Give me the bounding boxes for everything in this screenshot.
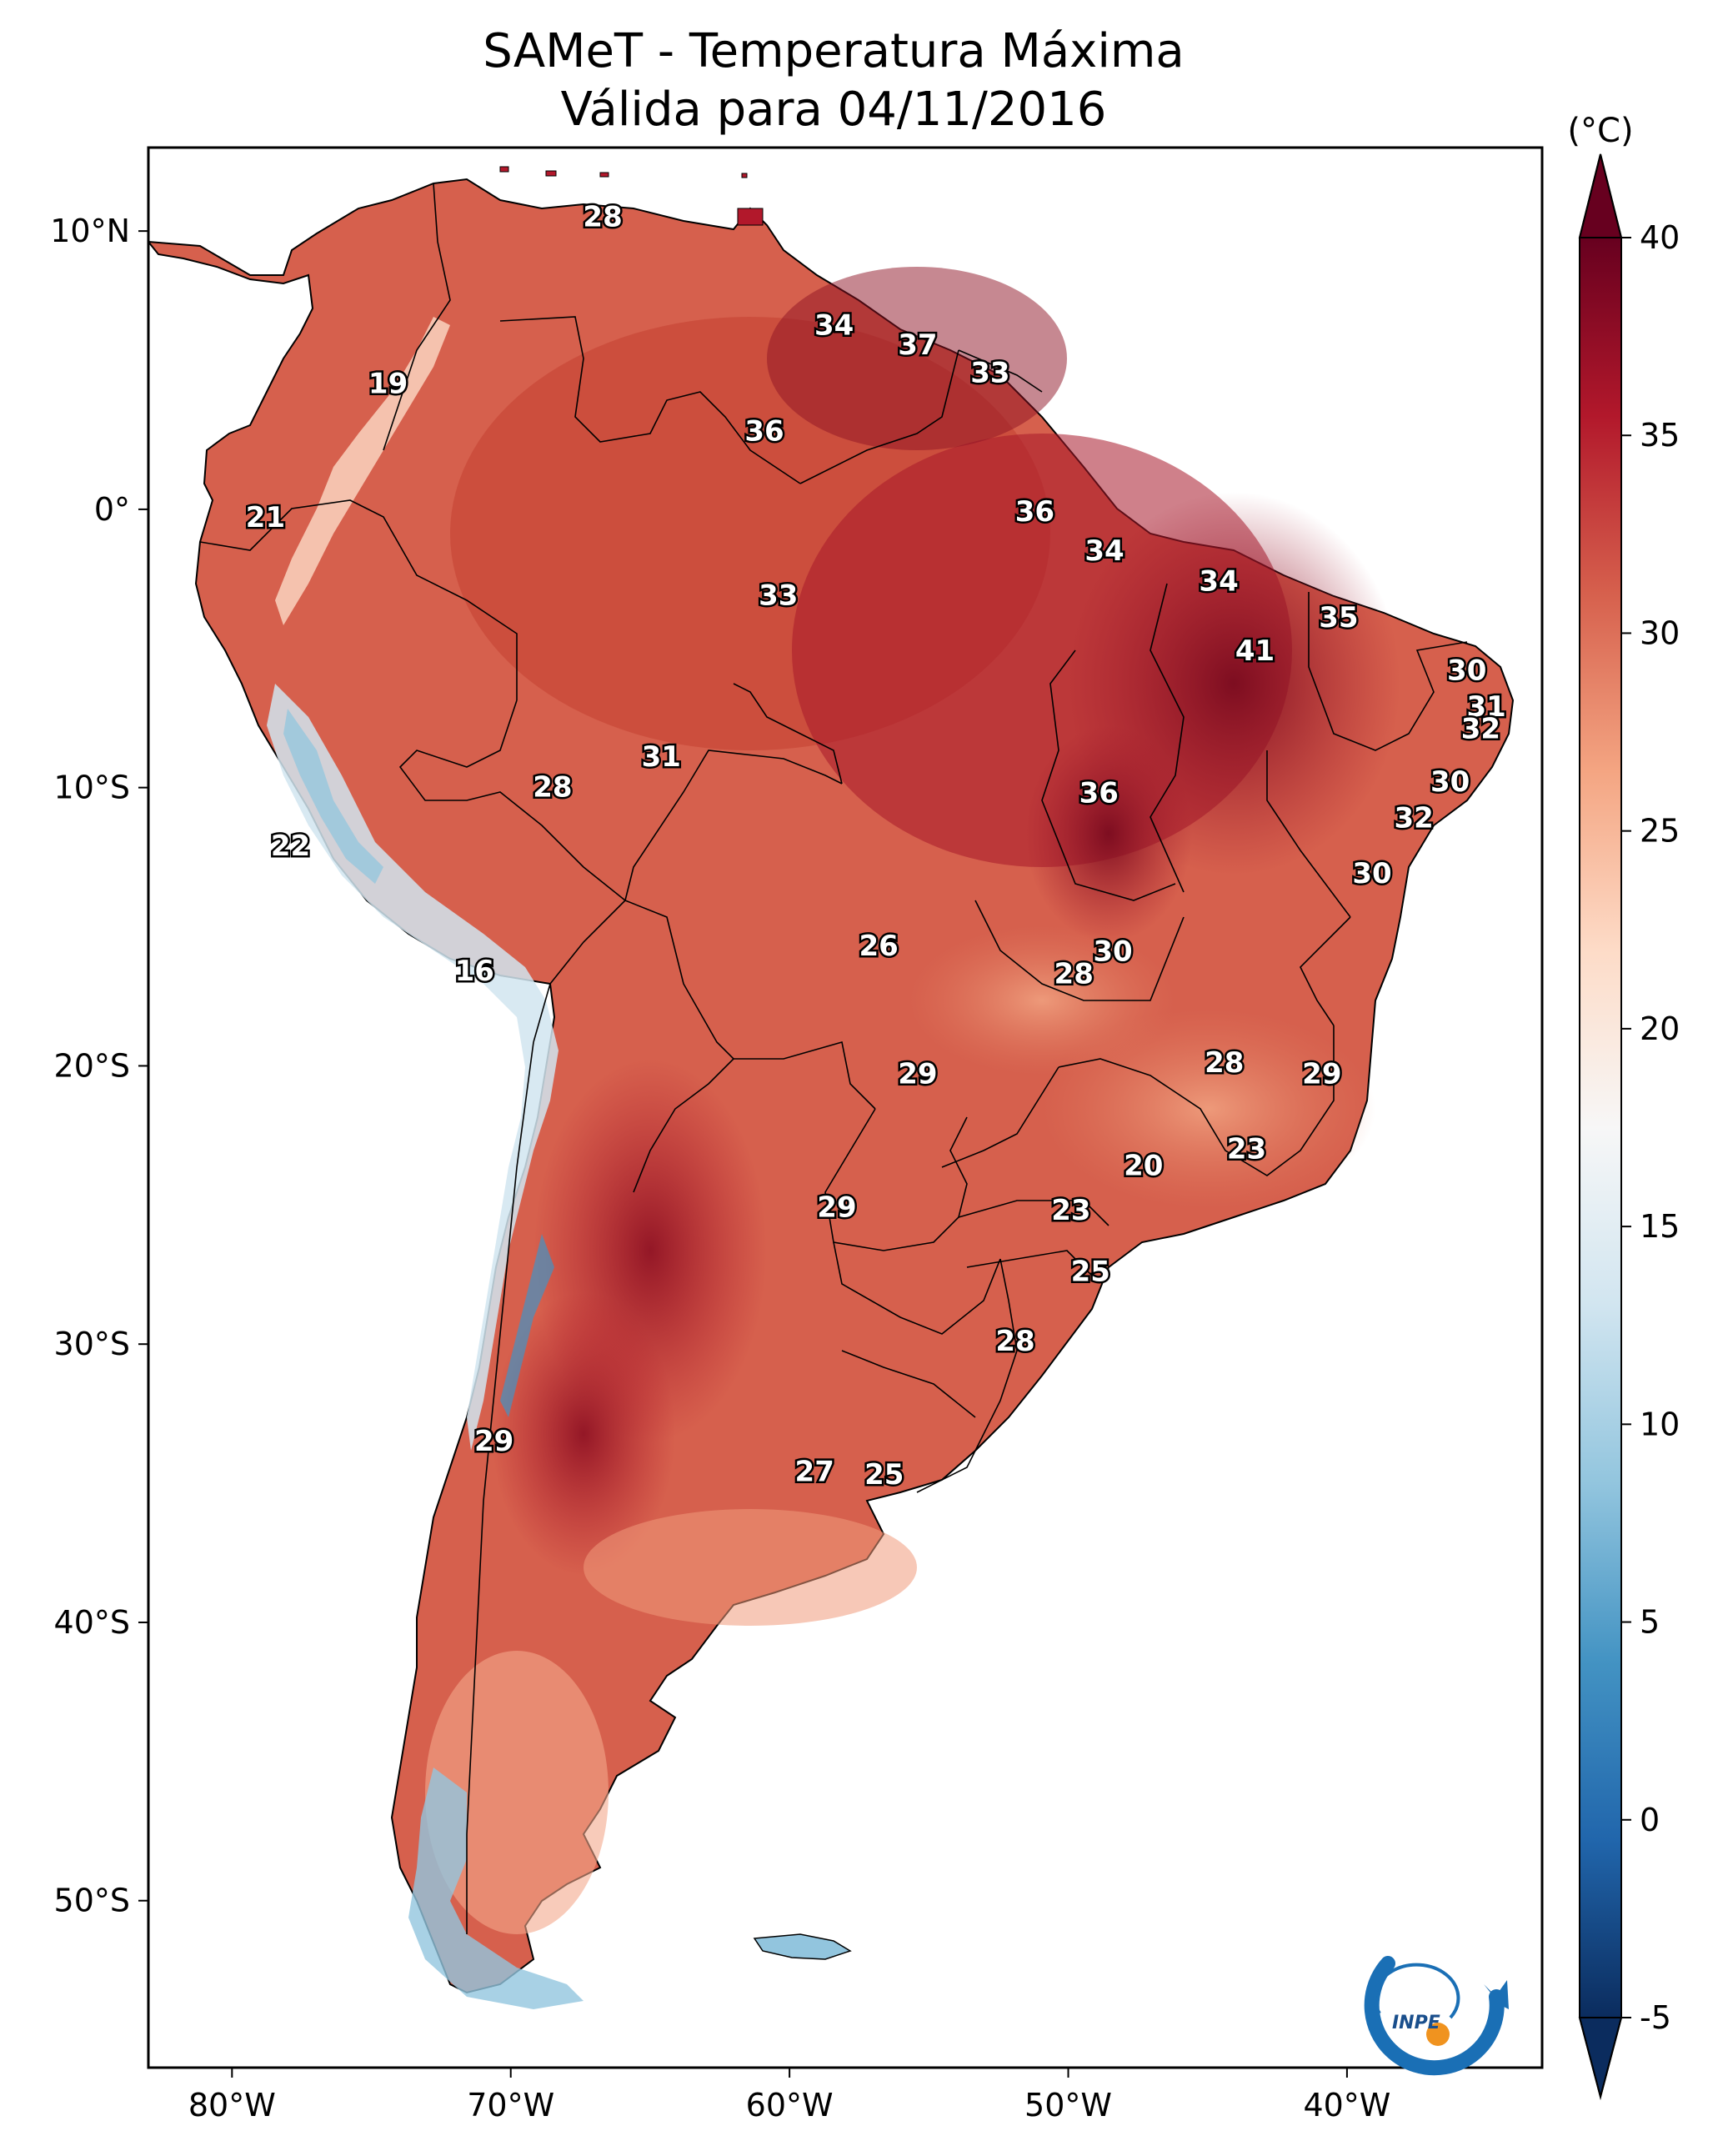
- lon-tick-label: 60°W: [746, 2087, 834, 2123]
- temperature-label: 23: [1227, 1133, 1266, 1166]
- colorbar-max-extension: [1578, 153, 1623, 238]
- longitude-axis: 80°W 70°W 60°W 50°W 40°W: [188, 2068, 1390, 2123]
- colorbar-tick-label: -5: [1640, 1999, 1671, 2036]
- patagonia-cold: [408, 1767, 584, 2009]
- map-title-line1: SAMeT - Temperatura Máxima: [483, 24, 1185, 78]
- colorbar: (°C) 40 35 30 25 20 15 10 5 0 -5: [1567, 112, 1680, 2100]
- temperature-label: 28: [1205, 1046, 1244, 1080]
- colorbar-tick-label: 0: [1640, 1802, 1660, 1838]
- temperature-label: 26: [859, 930, 898, 963]
- temperature-label: 34: [1199, 565, 1238, 599]
- lon-tick-label: 70°W: [467, 2087, 554, 2123]
- colorbar-tick-label: 30: [1640, 614, 1680, 651]
- colorbar-gradient: [1580, 238, 1621, 2018]
- colorbar-tick-label: 25: [1640, 813, 1680, 850]
- colorbar-tick-label: 35: [1640, 417, 1680, 454]
- colorbar-ticks: 40 35 30 25 20 15 10 5 0 -5: [1621, 219, 1680, 2036]
- temperature-label: 36: [1015, 495, 1054, 529]
- temperature-label: 25: [864, 1458, 904, 1492]
- colombia-andes-cool: [275, 317, 450, 625]
- lat-tick-label: 20°S: [54, 1047, 130, 1084]
- lat-tick-label: 10°S: [54, 770, 130, 806]
- inpe-logo-sun: [1426, 2023, 1450, 2046]
- temperature-label: 23: [1051, 1194, 1090, 1227]
- lat-tick-label: 0°: [94, 491, 130, 528]
- temperature-label: 28: [533, 771, 572, 805]
- lon-tick-label: 40°W: [1303, 2087, 1390, 2123]
- lat-tick-label: 50°S: [54, 1883, 130, 1919]
- temperature-label: 28: [995, 1325, 1034, 1358]
- map-title-line2: Válida para 04/11/2016: [561, 83, 1107, 137]
- temperature-label: 28: [1054, 957, 1094, 990]
- colorbar-tick-label: 15: [1640, 1208, 1680, 1245]
- colorbar-tick-label: 40: [1640, 219, 1680, 256]
- temperature-label: 29: [474, 1425, 513, 1458]
- map-frame: [147, 146, 1544, 2069]
- inpe-logo-text: INPE: [1392, 2013, 1440, 2033]
- temperature-label: 20: [1124, 1150, 1163, 1183]
- temperature-label: 32: [1395, 801, 1434, 835]
- colorbar-unit: (°C): [1567, 112, 1633, 150]
- temperature-label: 36: [1079, 776, 1119, 810]
- lat-tick-label: 10°N: [50, 213, 130, 249]
- lat-tick-label: 40°S: [54, 1604, 130, 1641]
- temperature-label: 30: [1447, 654, 1486, 687]
- caribbean-islands: [499, 166, 764, 226]
- temperature-label: 27: [795, 1456, 834, 1489]
- peru-cold-core: [283, 709, 383, 884]
- temperature-label: 30: [1352, 857, 1391, 890]
- temperature-label: 36: [744, 414, 784, 448]
- lat-tick-label: 30°S: [54, 1326, 130, 1362]
- temperature-label: 31: [642, 740, 681, 774]
- inpe-logo-arc: [1364, 1956, 1505, 2076]
- colorbar-min-extension: [1578, 2017, 1623, 2100]
- temperature-label: 22: [271, 830, 310, 863]
- colorbar-tick-label: 20: [1640, 1010, 1680, 1047]
- temperature-label: 25: [1071, 1255, 1110, 1288]
- temperature-label: 30: [1430, 765, 1470, 799]
- temperature-label: 29: [898, 1057, 937, 1091]
- temperature-label: 34: [1084, 534, 1124, 568]
- temperature-label: 32: [1461, 713, 1500, 746]
- map-area: [148, 148, 1542, 2068]
- temperature-label: 16: [455, 955, 494, 988]
- latitude-axis: 10°N 0° 10°S 20°S 30°S 40°S 50°S: [50, 213, 148, 1919]
- temperature-label: 33: [759, 579, 798, 612]
- temperature-label: 34: [814, 309, 854, 343]
- temperature-label: 33: [970, 356, 1009, 389]
- colorbar-tick-label: 10: [1640, 1406, 1680, 1442]
- temperature-label: 29: [817, 1191, 856, 1225]
- temperature-label: 28: [583, 200, 622, 233]
- temperature-label: 19: [368, 368, 408, 401]
- inpe-logo-orbit: [1373, 1963, 1460, 2019]
- arrow-up-icon: [1492, 1980, 1509, 2009]
- chile-andes-cold: [500, 1234, 554, 1417]
- country-borders: [199, 183, 1468, 1934]
- lon-tick-label: 50°W: [1024, 2087, 1112, 2123]
- temperature-label: 29: [1302, 1057, 1341, 1091]
- inpe-logo: INPE: [1364, 1956, 1509, 2076]
- falkland-islands: [753, 1933, 852, 1960]
- temperature-label: 21: [246, 501, 285, 534]
- temperature-label: 30: [1093, 935, 1132, 969]
- temperature-label: 37: [898, 328, 937, 362]
- temperature-label: 31: [1466, 690, 1505, 724]
- temperature-label: 35: [1319, 601, 1358, 634]
- colorbar-tick-label: 5: [1640, 1604, 1660, 1641]
- lon-tick-label: 80°W: [188, 2087, 276, 2123]
- temperature-label: 41: [1235, 634, 1275, 668]
